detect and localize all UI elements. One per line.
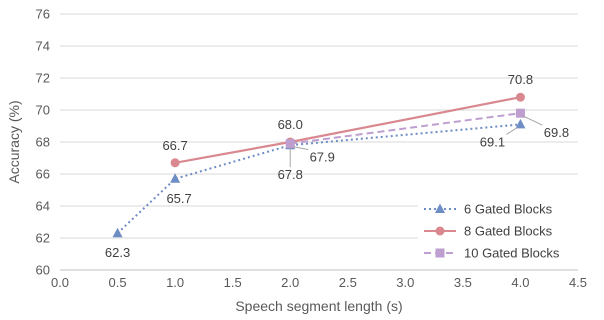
y-tick-label-74: 74	[36, 39, 50, 54]
y-tick-label-68: 68	[36, 135, 50, 150]
x-tick-label-2.0: 2.0	[281, 275, 299, 290]
data-point-s1-4	[515, 118, 526, 129]
data-point-s3-2	[515, 108, 525, 118]
y-tick-label-72: 72	[36, 71, 50, 86]
data-label-s2-3: 70.8	[508, 72, 533, 87]
data-label-s1-3: 67.8	[278, 167, 303, 182]
data-point-s3-1	[285, 139, 295, 149]
y-tick-label-66: 66	[36, 167, 50, 182]
x-tick-label-2.5: 2.5	[339, 275, 357, 290]
leader-line-s3-2	[523, 115, 543, 126]
series-line-2	[174, 96, 521, 164]
data-point-s1-1	[112, 227, 123, 238]
data-point-s2-3	[515, 92, 525, 102]
leader-line-s3-1	[293, 146, 309, 151]
data-label-s3-2: 69.8	[544, 125, 569, 140]
x-tick-label-0.0: 0.0	[51, 275, 69, 290]
data-label-s2-1: 66.7	[162, 138, 187, 153]
data-point-s1-2	[170, 173, 181, 183]
legend-marker-3	[435, 248, 445, 258]
x-axis-label: Speech segment length (s)	[235, 298, 402, 314]
legend-marker-1	[435, 203, 445, 213]
series-group	[112, 92, 526, 238]
y-tick-labels: 60 62 64 66 68 70 72 74 76	[36, 7, 50, 278]
x-tick-label-1.5: 1.5	[224, 275, 242, 290]
legend-marker-2	[435, 226, 445, 236]
grid-lines	[60, 13, 578, 271]
legend-label-2: 8 Gated Blocks	[464, 224, 553, 239]
y-tick-label-62: 62	[36, 231, 50, 246]
legend: 6 Gated Blocks 8 Gated Blocks 10 Gated Blo…	[418, 195, 578, 267]
data-labels: 62.3 65.7 67.8 69.1 66.7 68.0 70.8 67.9 69.8	[105, 72, 569, 260]
x-tick-label-0.5: 0.5	[109, 275, 127, 290]
x-tick-label-4.0: 4.0	[511, 275, 529, 290]
data-point-s2-1	[170, 158, 180, 168]
series-2	[170, 92, 525, 168]
data-label-s1-4: 69.1	[480, 134, 505, 149]
x-tick-label-3.5: 3.5	[454, 275, 472, 290]
x-tick-labels: 0.0 0.5 1.0 1.5 2.0 2.5 3.0 3.5 4.0 4.5	[51, 275, 587, 290]
legend-item-3: 10 Gated Blocks	[424, 246, 560, 261]
series-line-3	[290, 112, 521, 145]
data-label-s2-2: 68.0	[278, 117, 303, 132]
y-tick-label-70: 70	[36, 103, 50, 118]
y-tick-label-76: 76	[36, 7, 50, 22]
data-label-s3-1: 67.9	[310, 150, 335, 165]
x-tick-label-1.0: 1.0	[166, 275, 184, 290]
leader-line-s1-4	[506, 126, 518, 135]
legend-label-3: 10 Gated Blocks	[464, 246, 560, 261]
data-label-s1-2: 65.7	[166, 191, 191, 206]
y-axis-label: Accuracy (%)	[6, 100, 22, 183]
data-label-s1-1: 62.3	[105, 245, 130, 260]
legend-item-2: 8 Gated Blocks	[424, 224, 553, 239]
x-tick-label-4.5: 4.5	[569, 275, 587, 290]
legend-label-1: 6 Gated Blocks	[464, 202, 553, 217]
y-tick-label-60: 60	[36, 263, 50, 278]
series-3	[285, 108, 525, 149]
legend-item-1: 6 Gated Blocks	[424, 202, 553, 217]
x-tick-label-3.0: 3.0	[396, 275, 414, 290]
y-tick-label-64: 64	[36, 199, 50, 214]
